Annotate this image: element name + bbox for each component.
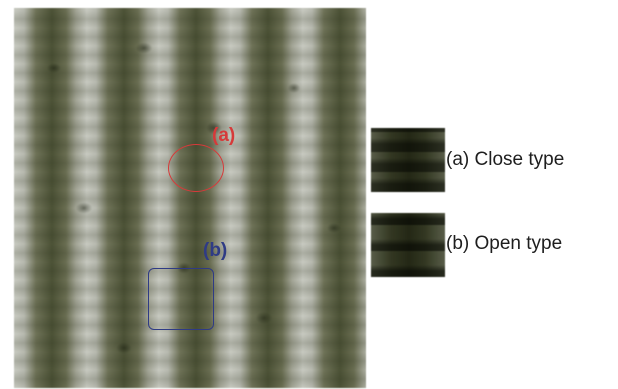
open-type-caption: (b) Open type — [446, 233, 563, 254]
open-type-thumbnail — [371, 213, 445, 277]
close-type-marker-label: (a) — [212, 125, 236, 146]
close-type-thumbnail — [371, 128, 445, 192]
open-type-marker-label: (b) — [203, 240, 228, 261]
open-type-box-marker — [148, 268, 214, 330]
close-type-circle-marker — [168, 144, 224, 192]
aerial-crop-rows-photo — [14, 8, 366, 388]
close-type-caption: (a) Close type — [446, 149, 565, 170]
